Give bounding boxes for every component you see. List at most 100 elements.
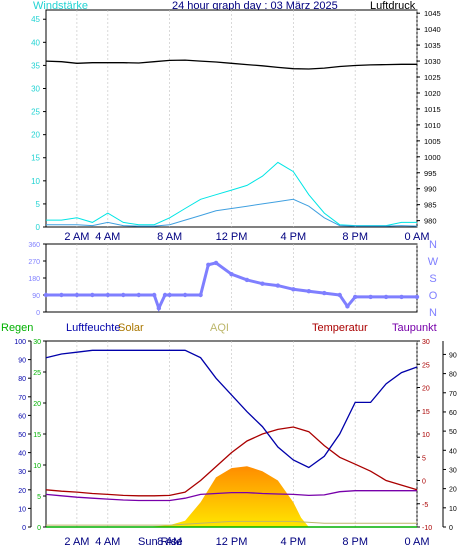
direction-point	[383, 294, 389, 300]
direction-point	[152, 292, 157, 298]
solar-tick-label: 30	[33, 339, 41, 346]
wind-direction-grid	[76, 244, 418, 312]
direction-point	[260, 281, 265, 286]
time-label: 8 AM	[157, 231, 182, 243]
temperature-tick-label: 15	[422, 409, 430, 416]
solar-axis-ticks: 0 5 10 15 20 25 30	[33, 339, 46, 532]
solar-tick-label: 15	[33, 432, 41, 439]
time-axis-top: 2 AM 4 AM 8 AM 12 PM 4 PM 8 PM 0 AM	[64, 231, 429, 243]
solar-tick-label: 20	[33, 401, 41, 408]
time-label: 12 PM	[216, 231, 248, 243]
time-axis-bottom: 2 AM 4 AM 8 AM 12 PM 4 PM 8 PM 0 AM	[64, 536, 429, 548]
temperature-axis-ticks: -10 -5 0 5 10 15 20 25 30	[417, 339, 432, 532]
dewpoint-axis-ticks: 0 10 20 30 40 50 60 70 80 90	[442, 341, 457, 532]
temperature-tick-label: 0	[422, 479, 426, 486]
direction-point	[306, 289, 311, 294]
wind-tick-label: 5	[36, 200, 41, 209]
temperature-tick-label: 25	[422, 362, 430, 369]
legend-humidity: Luftfeuchte	[66, 322, 120, 334]
direction-point	[198, 292, 203, 298]
dewpoint-tick-label: 50	[449, 429, 457, 436]
time-label-bottom: 8 PM	[342, 536, 368, 548]
time-label: 2 AM	[64, 231, 89, 243]
sun-rise-label: Sun Rise	[138, 536, 183, 548]
direction-point	[156, 306, 162, 311]
pressure-tick-label: 985	[424, 201, 437, 210]
wind-direction-points	[43, 260, 420, 311]
wind-tick-label: 15	[31, 154, 40, 163]
direction-point	[182, 292, 188, 298]
direction-tick-label: 0	[36, 310, 40, 317]
direction-axis-ticks: 0 90 180 270 360	[28, 242, 46, 317]
dewpoint-tick-label: 60	[449, 410, 457, 417]
pressure-axis-label: Luftdruck	[370, 0, 416, 12]
climate-legend: Regen Luftfeuchte Solar AQI Temperatur T…	[1, 322, 437, 334]
direction-point	[59, 292, 64, 298]
chart-title: 24 hour graph day : 03 März 2025	[172, 0, 338, 12]
direction-point	[206, 262, 211, 267]
legend-solar: Solar	[118, 322, 144, 334]
direction-tick-label: 90	[32, 293, 40, 300]
legend-rain: Regen	[1, 322, 33, 334]
direction-point	[275, 283, 281, 288]
direction-tick-label: 180	[28, 276, 40, 283]
direction-point	[345, 304, 350, 309]
direction-point	[105, 292, 111, 298]
dewpoint-tick-label: 80	[449, 372, 457, 379]
legend-dewpoint: Taupunkt	[392, 322, 437, 334]
pressure-tick-label: 1000	[424, 153, 441, 162]
wind-series-line	[46, 198, 418, 227]
compass-label: N	[429, 307, 437, 319]
pressure-tick-label: 980	[424, 217, 437, 226]
pressure-tick-label: 995	[424, 169, 437, 178]
solar-tick-label: 5	[37, 494, 41, 501]
humidity-tick-label: 100	[14, 339, 26, 346]
direction-point	[167, 292, 172, 298]
pressure-tick-label: 1015	[424, 105, 441, 114]
direction-point	[136, 292, 141, 298]
compass-label: O	[429, 290, 438, 302]
compass-label: W	[428, 256, 439, 268]
direction-point	[213, 260, 219, 266]
time-label-bottom: 4 AM	[95, 536, 120, 548]
aqi-series-line	[46, 520, 417, 526]
time-label: 8 PM	[342, 231, 368, 243]
humidity-tick-label: 70	[18, 395, 26, 402]
time-label-bottom: 12 PM	[216, 536, 248, 548]
humidity-tick-label: 80	[18, 376, 26, 383]
humidity-series-line	[45, 349, 418, 469]
dewpoint-tick-label: 90	[449, 352, 457, 359]
direction-point	[121, 292, 126, 298]
wind-tick-label: 10	[31, 177, 40, 186]
wind-axis-label: Windstärke	[33, 0, 88, 12]
time-label: 0 AM	[404, 231, 429, 243]
dewpoint-tick-label: 0	[449, 525, 453, 532]
solar-tick-label: 0	[37, 525, 41, 532]
time-label: 4 AM	[95, 231, 120, 243]
wind-tick-label: 20	[31, 131, 40, 140]
pressure-tick-label: 1010	[424, 121, 441, 130]
time-label: 4 PM	[280, 231, 306, 243]
temperature-tick-label: 30	[422, 339, 430, 346]
humidity-axis-ticks: 0 10 20 30 40 50 60 70 80 90 100	[14, 339, 32, 532]
dewpoint-series-line	[45, 490, 417, 502]
dewpoint-tick-label: 30	[449, 467, 457, 474]
compass-label: N	[429, 239, 437, 251]
pressure-axis-ticks: 980 985 990 995 1000 1005 1010 1015 1020 1025 1030…	[417, 9, 441, 226]
temperature-series-line	[45, 426, 418, 497]
direction-point	[291, 287, 296, 292]
wind-axis-ticks: 0 5 10 15 20 25 30 35 40 45	[31, 15, 46, 232]
direction-point	[337, 292, 342, 298]
humidity-tick-label: 40	[18, 451, 26, 458]
wind-tick-label: 35	[31, 61, 40, 70]
pressure-tick-label: 990	[424, 185, 437, 194]
humidity-tick-label: 50	[18, 432, 26, 439]
humidity-tick-label: 10	[18, 506, 26, 513]
pressure-tick-label: 1025	[424, 73, 441, 82]
temperature-tick-label: 5	[422, 455, 426, 462]
